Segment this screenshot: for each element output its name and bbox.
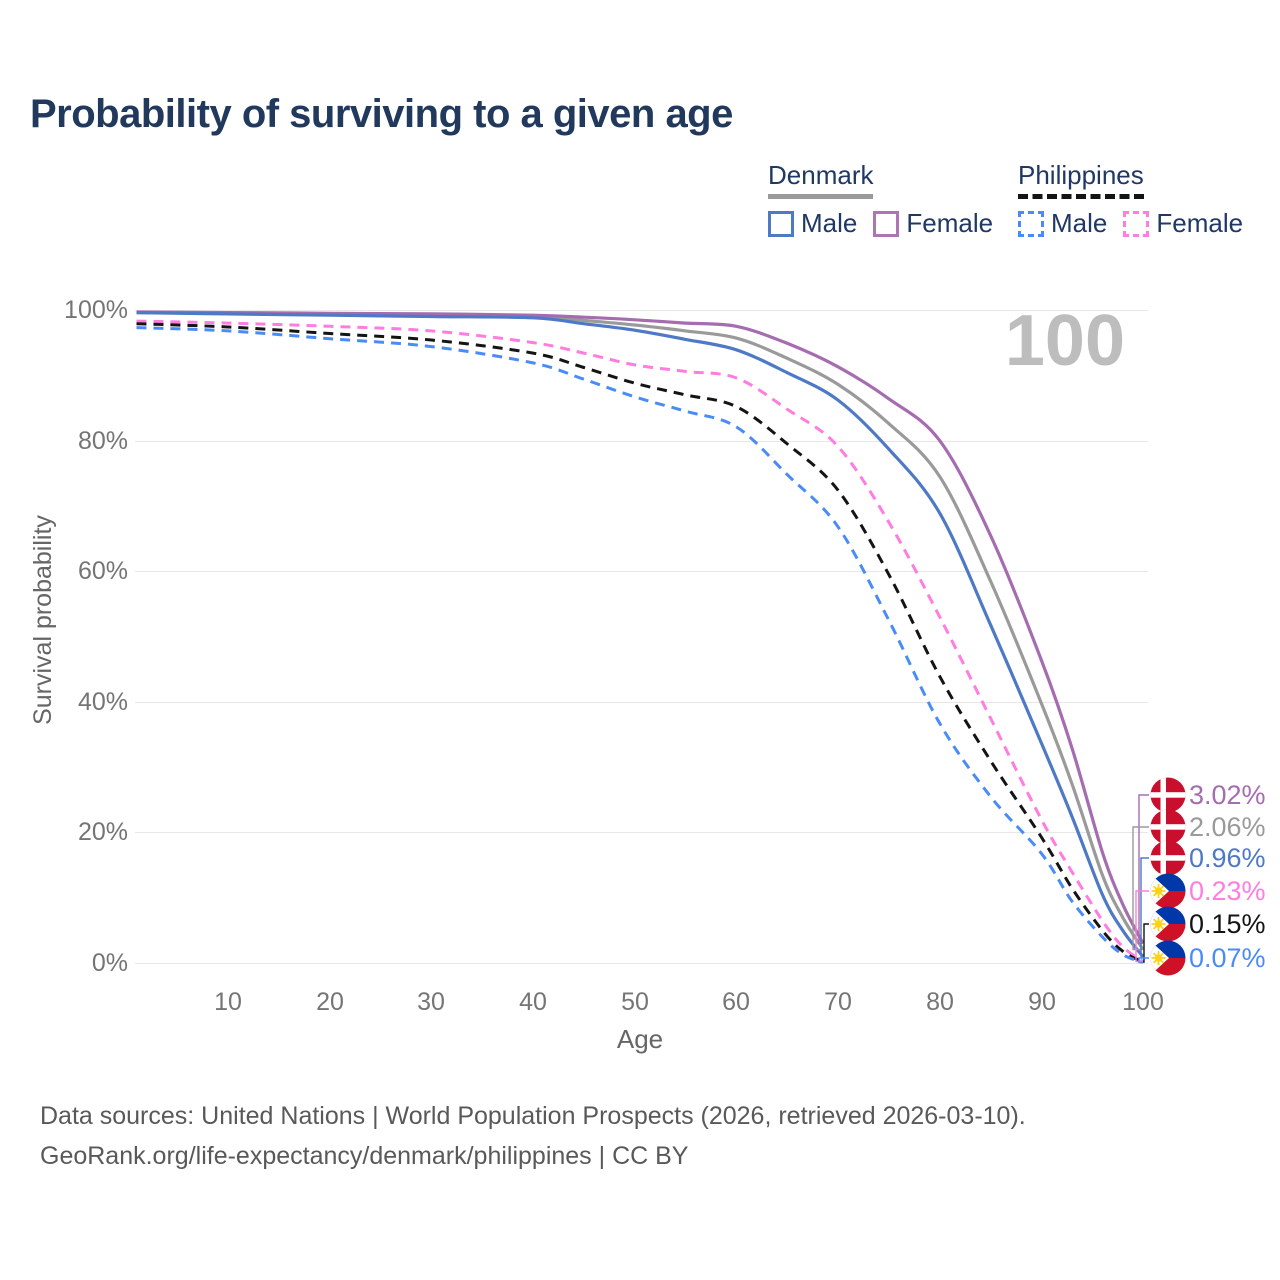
age-counter: 100	[1004, 301, 1125, 381]
philippines-flag-icon	[1150, 940, 1186, 976]
philippines-male-swatch-icon[interactable]	[1018, 210, 1044, 237]
source-line: Data sources: United Nations | World Pop…	[40, 1102, 1026, 1130]
end-label-denmark-male: 0.96%	[1150, 840, 1266, 876]
gridline-40	[135, 702, 1148, 703]
denmark-flag-icon	[1150, 777, 1186, 813]
x-tick-10: 10	[214, 988, 242, 1016]
gridline-20	[135, 832, 1148, 833]
gridline-100	[135, 310, 1148, 311]
end-value: 0.23%	[1189, 875, 1266, 906]
end-value: 3.02%	[1189, 779, 1266, 810]
curve-denmark-male	[136, 311, 1145, 958]
philippines-flag-icon	[1150, 873, 1186, 909]
x-tick-20: 20	[316, 988, 344, 1016]
legend-items-philippines: Male Female	[1018, 208, 1259, 239]
x-tick-50: 50	[621, 988, 649, 1016]
y-tick-20: 20%	[77, 818, 128, 846]
philippines-flag-icon	[1150, 906, 1186, 942]
attribution-line: GeoRank.org/life-expectancy/denmark/phil…	[40, 1142, 689, 1170]
denmark-flag-icon	[1150, 840, 1186, 876]
curve-philippines-both	[136, 322, 1144, 964]
end-value: 0.15%	[1189, 908, 1266, 939]
leader-line-philippines-both	[1143, 923, 1149, 963]
y-tick-0: 0%	[91, 949, 128, 977]
leader-line-philippines-male	[1138, 957, 1149, 964]
legend-items-denmark: Male Female	[768, 208, 1009, 239]
leader-line-denmark-male	[1140, 857, 1149, 958]
philippines-female-swatch-icon[interactable]	[1123, 210, 1150, 237]
end-label-philippines-male: 0.07%	[1150, 940, 1266, 976]
end-label-denmark-female: 3.02%	[1150, 777, 1266, 813]
legend-group-philippines: Philippines Male Female	[1018, 160, 1259, 239]
legend-label-denmark-male[interactable]: Male	[801, 208, 858, 238]
denmark-flag-icon	[1150, 809, 1186, 845]
y-tick-80: 80%	[77, 427, 128, 455]
end-value: 0.07%	[1189, 942, 1266, 973]
x-axis-title: Age	[616, 1024, 664, 1054]
y-tick-40: 40%	[77, 688, 128, 716]
y-tick-100: 100%	[64, 296, 128, 324]
gridline-60	[135, 571, 1148, 572]
end-label-denmark-both: 2.06%	[1150, 809, 1266, 845]
y-tick-60: 60%	[77, 557, 128, 585]
legend-header-philippines[interactable]: Philippines	[1018, 160, 1144, 199]
legend-label-denmark-female[interactable]: Female	[906, 208, 994, 238]
x-tick-80: 80	[926, 988, 954, 1016]
x-tick-30: 30	[417, 988, 445, 1016]
x-tick-100: 100	[1122, 988, 1164, 1016]
end-label-philippines-both: 0.15%	[1150, 906, 1266, 942]
gridline-80	[135, 441, 1148, 442]
page-title: Probability of surviving to a given age	[30, 92, 733, 136]
data-source-note: Data sources: United Nations | World Pop…	[40, 1096, 1026, 1176]
curve-denmark-female	[136, 310, 1145, 945]
legend-label-philippines-female[interactable]: Female	[1156, 208, 1244, 238]
curve-philippines-male	[136, 326, 1144, 964]
legend-label-philippines-male[interactable]: Male	[1051, 208, 1108, 238]
legend-header-denmark[interactable]: Denmark	[768, 160, 874, 199]
gridline-0	[135, 963, 1148, 964]
legend-group-denmark: Denmark Male Female	[768, 160, 1009, 239]
denmark-female-swatch-icon[interactable]	[873, 210, 900, 237]
x-tick-90: 90	[1028, 988, 1056, 1016]
curve-philippines-female	[136, 319, 1144, 963]
x-tick-70: 70	[824, 988, 852, 1016]
leader-line-denmark-both	[1132, 826, 1149, 951]
end-label-philippines-female: 0.23%	[1150, 873, 1266, 909]
denmark-male-swatch-icon[interactable]	[768, 210, 794, 237]
end-value: 2.06%	[1189, 811, 1266, 842]
x-tick-40: 40	[519, 988, 547, 1016]
end-value: 0.96%	[1189, 842, 1266, 873]
x-tick-60: 60	[722, 988, 750, 1016]
